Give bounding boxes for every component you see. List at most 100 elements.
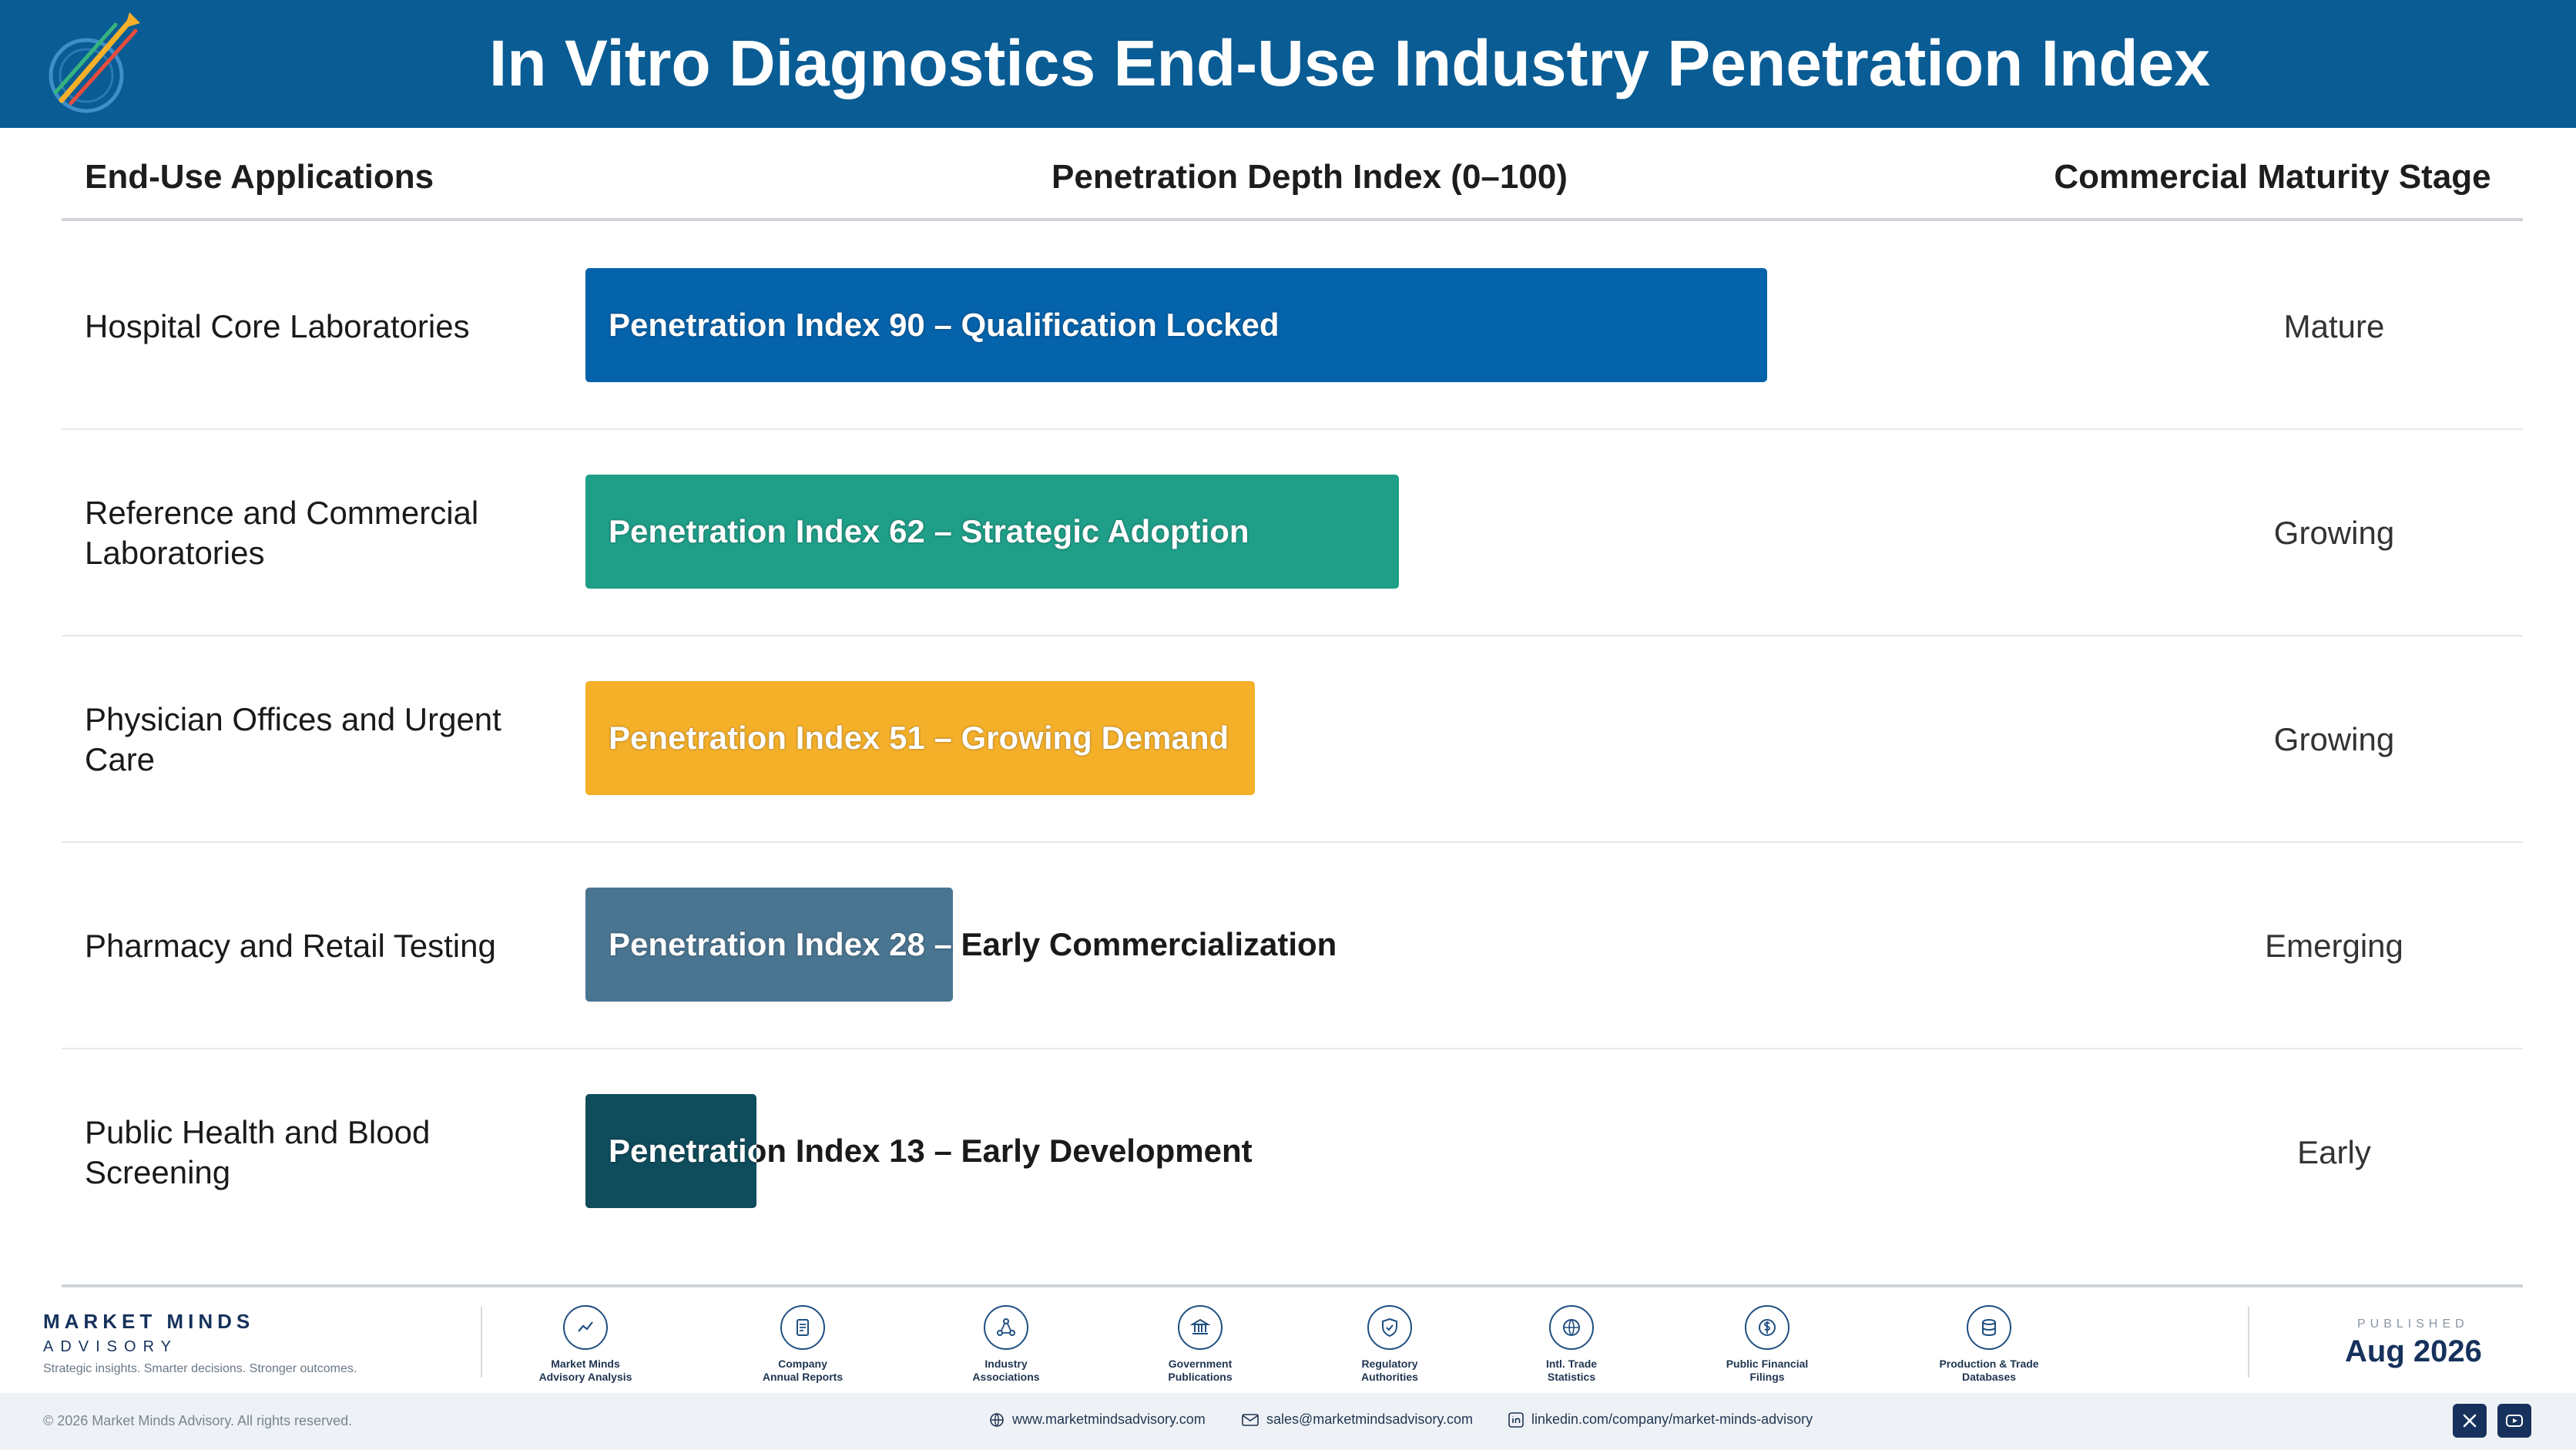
bar bbox=[585, 681, 1255, 795]
maturity-stage: Growing bbox=[2273, 515, 2395, 551]
brand-subtitle: ADVISORY bbox=[43, 1338, 178, 1355]
bar-track: Penetration Index 90 – Qualification Loc… bbox=[585, 268, 1898, 382]
source-item: Public Financial Filings bbox=[1682, 1305, 1852, 1384]
source-label-line1: Intl. Trade bbox=[1545, 1358, 1598, 1370]
source-item: Industry Associations bbox=[921, 1305, 1091, 1384]
shield-check-icon bbox=[1367, 1305, 1412, 1350]
bar-value-label: Penetration Index 62 – Strategic Adoptio… bbox=[609, 513, 1249, 549]
column-header-applications: End-Use Applications bbox=[85, 158, 434, 196]
column-header-stage: Commercial Maturity Stage bbox=[2054, 158, 2491, 196]
maturity-stage: Mature bbox=[2283, 308, 2385, 344]
bar-value-label-on-bar: Penetration Index 13 – Early Development bbox=[609, 1133, 756, 1169]
source-label: Market Minds Advisory Analysis bbox=[501, 1358, 670, 1384]
source-item: Regulatory Authorities bbox=[1305, 1305, 1474, 1384]
bar-value-label-on-bar: Penetration Index 28 – Early Commerciali… bbox=[609, 926, 953, 962]
website-text: www.marketmindsadvisory.com bbox=[1012, 1411, 1206, 1427]
bar bbox=[585, 888, 953, 1002]
source-label-line2: Advisory Analysis bbox=[538, 1371, 632, 1383]
chart-row: Pharmacy and Retail Testing Penetration I… bbox=[62, 843, 2523, 1049]
source-label: Public Financial Filings bbox=[1682, 1358, 1852, 1384]
source-label-line1: Regulatory bbox=[1361, 1358, 1418, 1370]
source-label-line2: Authorities bbox=[1361, 1371, 1418, 1383]
category-label: Public Health and Blood Screening bbox=[85, 1114, 431, 1190]
bar bbox=[585, 1094, 756, 1208]
maturity-stage: Early bbox=[2297, 1134, 2371, 1170]
bar-value-label: Penetration Index 13 – Early Development bbox=[609, 1133, 1253, 1169]
bar-value-label: Penetration Index 28 – Early Commerciali… bbox=[609, 926, 1337, 962]
row-divider bbox=[62, 1048, 2523, 1049]
source-item: Production & Trade Databases bbox=[1904, 1305, 2074, 1384]
category-label: Physician Offices and Urgent Care bbox=[85, 701, 501, 777]
bar-value-label-on-bar: Penetration Index 62 – Strategic Adoptio… bbox=[609, 513, 1249, 549]
bar bbox=[585, 268, 1767, 382]
source-label-line2: Filings bbox=[1749, 1371, 1785, 1383]
maturity-stage: Emerging bbox=[2265, 928, 2403, 964]
bar-track: Penetration Index 28 – Early Commerciali… bbox=[585, 888, 1898, 1002]
source-label: Company Annual Reports bbox=[718, 1358, 887, 1384]
brand-name: MARKET MINDS bbox=[43, 1310, 255, 1333]
website-link[interactable]: www.marketmindsadvisory.com bbox=[989, 1411, 1206, 1428]
source-label: Production & Trade Databases bbox=[1904, 1358, 2074, 1384]
source-item: Company Annual Reports bbox=[718, 1305, 887, 1384]
bar-value-label-on-bar: Penetration Index 51 – Growing Demand bbox=[609, 720, 1229, 756]
bar-value-label: Penetration Index 51 – Growing Demand bbox=[609, 720, 1229, 756]
footer-divider bbox=[481, 1307, 482, 1378]
bar-track: Penetration Index 51 – Growing Demand Pen… bbox=[585, 681, 1898, 795]
source-label-line1: Public Financial bbox=[1726, 1358, 1809, 1370]
email-text: sales@marketmindsadvisory.com bbox=[1266, 1411, 1474, 1427]
trend-chart-icon bbox=[563, 1305, 608, 1350]
bar-label-clip: Penetration Index 90 – Qualification Loc… bbox=[585, 268, 1767, 382]
x-icon bbox=[2463, 1414, 2477, 1428]
source-label-line1: Production & Trade bbox=[1939, 1358, 2039, 1370]
source-label-line1: Company bbox=[778, 1358, 827, 1370]
globe-icon bbox=[1549, 1305, 1594, 1350]
copyright: © 2026 Market Minds Advisory. All rights… bbox=[43, 1413, 353, 1428]
source-item: Market Minds Advisory Analysis bbox=[501, 1305, 670, 1384]
bar-label-clip: Penetration Index 13 – Early Development bbox=[585, 1094, 756, 1208]
network-icon bbox=[984, 1305, 1028, 1350]
category-label: Pharmacy and Retail Testing bbox=[85, 928, 496, 964]
brand-tagline: Strategic insights. Smarter decisions. S… bbox=[43, 1362, 357, 1375]
chart-row: Reference and Commercial Laboratories Pen… bbox=[62, 430, 2523, 636]
footer-bottom-bar: © 2026 Market Minds Advisory. All rights… bbox=[0, 1393, 2576, 1450]
maturity-stage: Growing bbox=[2273, 721, 2395, 757]
bar-label-clip: Penetration Index 51 – Growing Demand bbox=[585, 681, 1255, 795]
published-date: Aug 2026 bbox=[2345, 1334, 2482, 1368]
source-label: Intl. Trade Statistics bbox=[1487, 1358, 1656, 1384]
row-divider bbox=[62, 635, 2523, 636]
header-divider bbox=[62, 218, 2523, 221]
row-divider bbox=[62, 841, 2523, 843]
document-icon bbox=[780, 1305, 825, 1350]
source-item: Intl. Trade Statistics bbox=[1487, 1305, 1656, 1384]
globe-icon bbox=[990, 1412, 1004, 1427]
published-label: PUBLISHED bbox=[2357, 1317, 2469, 1331]
email-link[interactable]: sales@marketmindsadvisory.com bbox=[1242, 1411, 1473, 1428]
chart-row: Physician Offices and Urgent Care Penetra… bbox=[62, 636, 2523, 843]
bar-value-label-on-bar: Penetration Index 90 – Qualification Loc… bbox=[609, 307, 1280, 343]
bar-track: Penetration Index 62 – Strategic Adoptio… bbox=[585, 475, 1898, 589]
source-label: Government Publications bbox=[1115, 1358, 1285, 1384]
source-label-line2: Publications bbox=[1168, 1371, 1233, 1383]
source-label-line1: Industry bbox=[984, 1358, 1028, 1370]
header-bar: In Vitro Diagnostics End-Use Industry Pe… bbox=[0, 0, 2576, 128]
linkedin-text: linkedin.com/company/market-minds-adviso… bbox=[1531, 1411, 1813, 1427]
row-divider bbox=[62, 428, 2523, 430]
youtube-social-button[interactable] bbox=[2497, 1404, 2531, 1438]
x-social-button[interactable] bbox=[2453, 1404, 2487, 1438]
chart-row: Public Health and Blood Screening Penetra… bbox=[62, 1049, 2523, 1256]
database-icon bbox=[1967, 1305, 2011, 1350]
currency-icon bbox=[1745, 1305, 1789, 1350]
bar-label-clip: Penetration Index 62 – Strategic Adoptio… bbox=[585, 475, 1399, 589]
bar-value-label: Penetration Index 90 – Qualification Loc… bbox=[609, 307, 1280, 343]
source-label-line2: Databases bbox=[1961, 1371, 2017, 1383]
footer: MARKET MINDS ADVISORY Strategic insights… bbox=[0, 1294, 2576, 1450]
source-label: Industry Associations bbox=[921, 1358, 1091, 1384]
mail-icon bbox=[1242, 1413, 1259, 1426]
source-label-line2: Statistics bbox=[1547, 1371, 1596, 1383]
source-label-line1: Government bbox=[1168, 1358, 1233, 1370]
source-label-line2: Annual Reports bbox=[762, 1371, 844, 1383]
column-header-index: Penetration Depth Index (0–100) bbox=[1052, 158, 1568, 196]
category-label: Hospital Core Laboratories bbox=[85, 308, 470, 344]
linkedin-link[interactable]: linkedin.com/company/market-minds-adviso… bbox=[1508, 1411, 1813, 1428]
government-building-icon bbox=[1178, 1305, 1223, 1350]
